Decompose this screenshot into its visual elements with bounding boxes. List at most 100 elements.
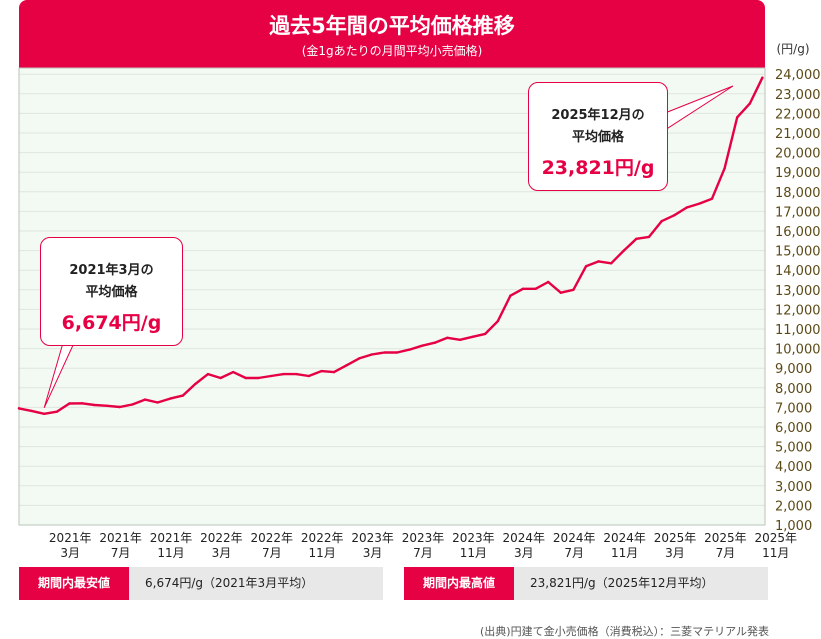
y-tick-label: 11,000	[775, 323, 821, 338]
y-tick-label: 8,000	[775, 382, 812, 397]
low-callout-value: 6,674円/g	[61, 312, 162, 334]
high-callout-value: 23,821円/g	[541, 157, 655, 179]
data-point	[282, 372, 285, 376]
x-tick-label: 3月	[514, 546, 534, 560]
x-tick-label: 2021年	[99, 531, 142, 545]
data-point	[736, 116, 739, 119]
source-note: (出典)円建て金小売価格（消費税込）：三菱マテリアル発表	[480, 625, 769, 638]
data-point	[471, 335, 474, 339]
data-point	[685, 206, 688, 209]
data-point	[156, 401, 159, 404]
y-tick-label: 1,000	[775, 519, 812, 534]
chart-title: 過去5年間の平均価格推移	[269, 14, 515, 38]
y-tick-label: 5,000	[775, 441, 812, 456]
y-tick-label: 4,000	[775, 460, 812, 475]
y-tick-label: 16,000	[775, 225, 821, 240]
data-point	[496, 319, 499, 323]
data-point	[131, 403, 134, 406]
data-point	[17, 407, 21, 410]
x-tick-label: 2025年	[755, 531, 798, 545]
data-point	[458, 338, 462, 341]
data-point	[143, 398, 147, 401]
data-point	[597, 260, 600, 263]
y-tick-label: 15,000	[775, 245, 821, 260]
high-callout-line2: 平均価格	[571, 130, 624, 145]
data-point	[547, 280, 550, 284]
x-tick-label: 2025年	[654, 531, 697, 545]
data-point	[219, 376, 222, 380]
data-point	[647, 235, 651, 239]
y-tick-label: 9,000	[775, 362, 812, 377]
data-point	[55, 410, 58, 413]
y-tick-label: 14,000	[775, 264, 821, 279]
x-tick-label: 3月	[665, 546, 685, 560]
data-point	[521, 287, 525, 291]
y-axis-unit-label: (円/g)	[776, 42, 810, 56]
x-tick-label: 2022年	[251, 531, 294, 545]
x-tick-label: 3月	[363, 546, 383, 560]
data-point	[68, 402, 71, 405]
y-tick-label: 3,000	[775, 480, 812, 495]
data-point	[169, 397, 172, 400]
data-point	[358, 357, 361, 360]
y-tick-label: 7,000	[775, 401, 812, 416]
data-point	[93, 403, 96, 407]
x-tick-label: 7月	[262, 546, 282, 560]
data-point	[572, 288, 575, 291]
data-point	[307, 374, 310, 378]
data-point	[622, 249, 625, 252]
data-point	[30, 409, 33, 413]
data-point	[332, 370, 336, 374]
x-tick-label: 11月	[460, 546, 487, 560]
y-tick-label: 18,000	[775, 186, 821, 201]
low-stat-value: 6,674円/g（2021年3月平均）	[145, 576, 314, 590]
data-point	[181, 394, 184, 397]
data-point	[194, 382, 197, 386]
x-tick-label: 7月	[413, 546, 433, 560]
low-stat-label: 期間内最安値	[19, 567, 129, 600]
low-stat-box: 期間内最安値 6,674円/g（2021年3月平均）	[19, 567, 383, 600]
data-point	[484, 332, 487, 336]
x-tick-label: 2021年	[150, 531, 193, 545]
data-point	[698, 202, 701, 205]
x-tick-label: 2023年	[402, 531, 445, 545]
data-point	[610, 262, 613, 265]
data-point	[584, 265, 588, 268]
data-point	[710, 197, 714, 200]
x-tick-label: 2022年	[301, 531, 344, 545]
data-point	[395, 351, 399, 354]
x-tick-label: 2021年	[49, 531, 92, 545]
data-point	[383, 351, 386, 354]
x-tick-label: 11月	[762, 546, 789, 560]
y-tick-label: 19,000	[775, 166, 821, 181]
data-point	[660, 220, 663, 223]
x-tick-label: 2024年	[553, 531, 596, 545]
y-tick-label: 6,000	[775, 421, 812, 436]
data-point	[106, 404, 109, 408]
data-point	[761, 76, 764, 79]
high-price-callout: 2025年12月の 平均価格 23,821円/g	[528, 82, 668, 191]
data-point	[206, 372, 210, 376]
y-tick-label: 20,000	[775, 147, 821, 162]
low-callout-line1: 2021年3月の	[69, 263, 154, 278]
data-point	[244, 376, 247, 380]
data-point	[748, 102, 751, 105]
data-point	[43, 412, 46, 415]
data-point	[509, 294, 512, 297]
low-price-callout: 2021年3月の 平均価格 6,674円/g	[40, 237, 183, 346]
high-stat-label: 期間内最高値	[404, 567, 514, 600]
data-point	[257, 376, 260, 380]
low-callout-line2: 平均価格	[85, 285, 138, 300]
price-line	[17, 76, 764, 415]
data-point	[118, 405, 122, 409]
x-tick-label: 7月	[716, 546, 736, 560]
y-tick-label: 2,000	[775, 499, 812, 514]
x-tick-label: 7月	[564, 546, 584, 560]
x-tick-label: 3月	[212, 546, 232, 560]
x-tick-label: 7月	[111, 546, 131, 560]
y-tick-label: 17,000	[775, 205, 821, 220]
data-point	[421, 344, 424, 347]
high-callout-line1: 2025年12月の	[551, 108, 645, 123]
data-point	[269, 374, 273, 378]
data-point	[295, 372, 298, 376]
